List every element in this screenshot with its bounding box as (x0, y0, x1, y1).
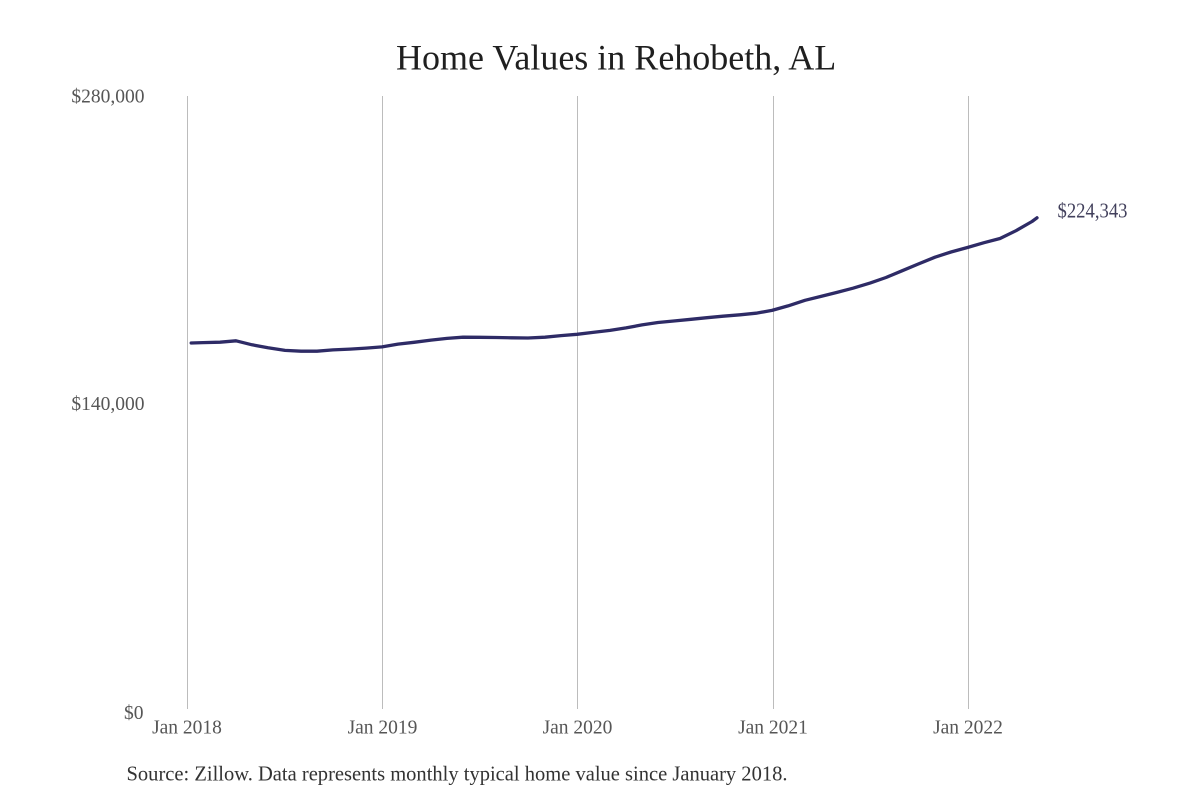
svg-text:$224,343: $224,343 (1058, 198, 1128, 222)
svg-text:Jan 2022: Jan 2022 (933, 718, 1003, 739)
svg-text:Home Values in Rehobeth, AL: Home Values in Rehobeth, AL (396, 38, 836, 78)
svg-text:Jan 2019: Jan 2019 (348, 718, 418, 739)
svg-text:Jan 2020: Jan 2020 (543, 718, 613, 739)
svg-text:$280,000: $280,000 (71, 86, 144, 107)
svg-text:Jan 2018: Jan 2018 (152, 718, 222, 739)
svg-text:$140,000: $140,000 (71, 394, 144, 415)
svg-text:Jan 2021: Jan 2021 (738, 718, 808, 739)
svg-text:$0: $0 (124, 703, 144, 724)
svg-text:Source: Zillow. Data represent: Source: Zillow. Data represents monthly … (127, 762, 788, 786)
